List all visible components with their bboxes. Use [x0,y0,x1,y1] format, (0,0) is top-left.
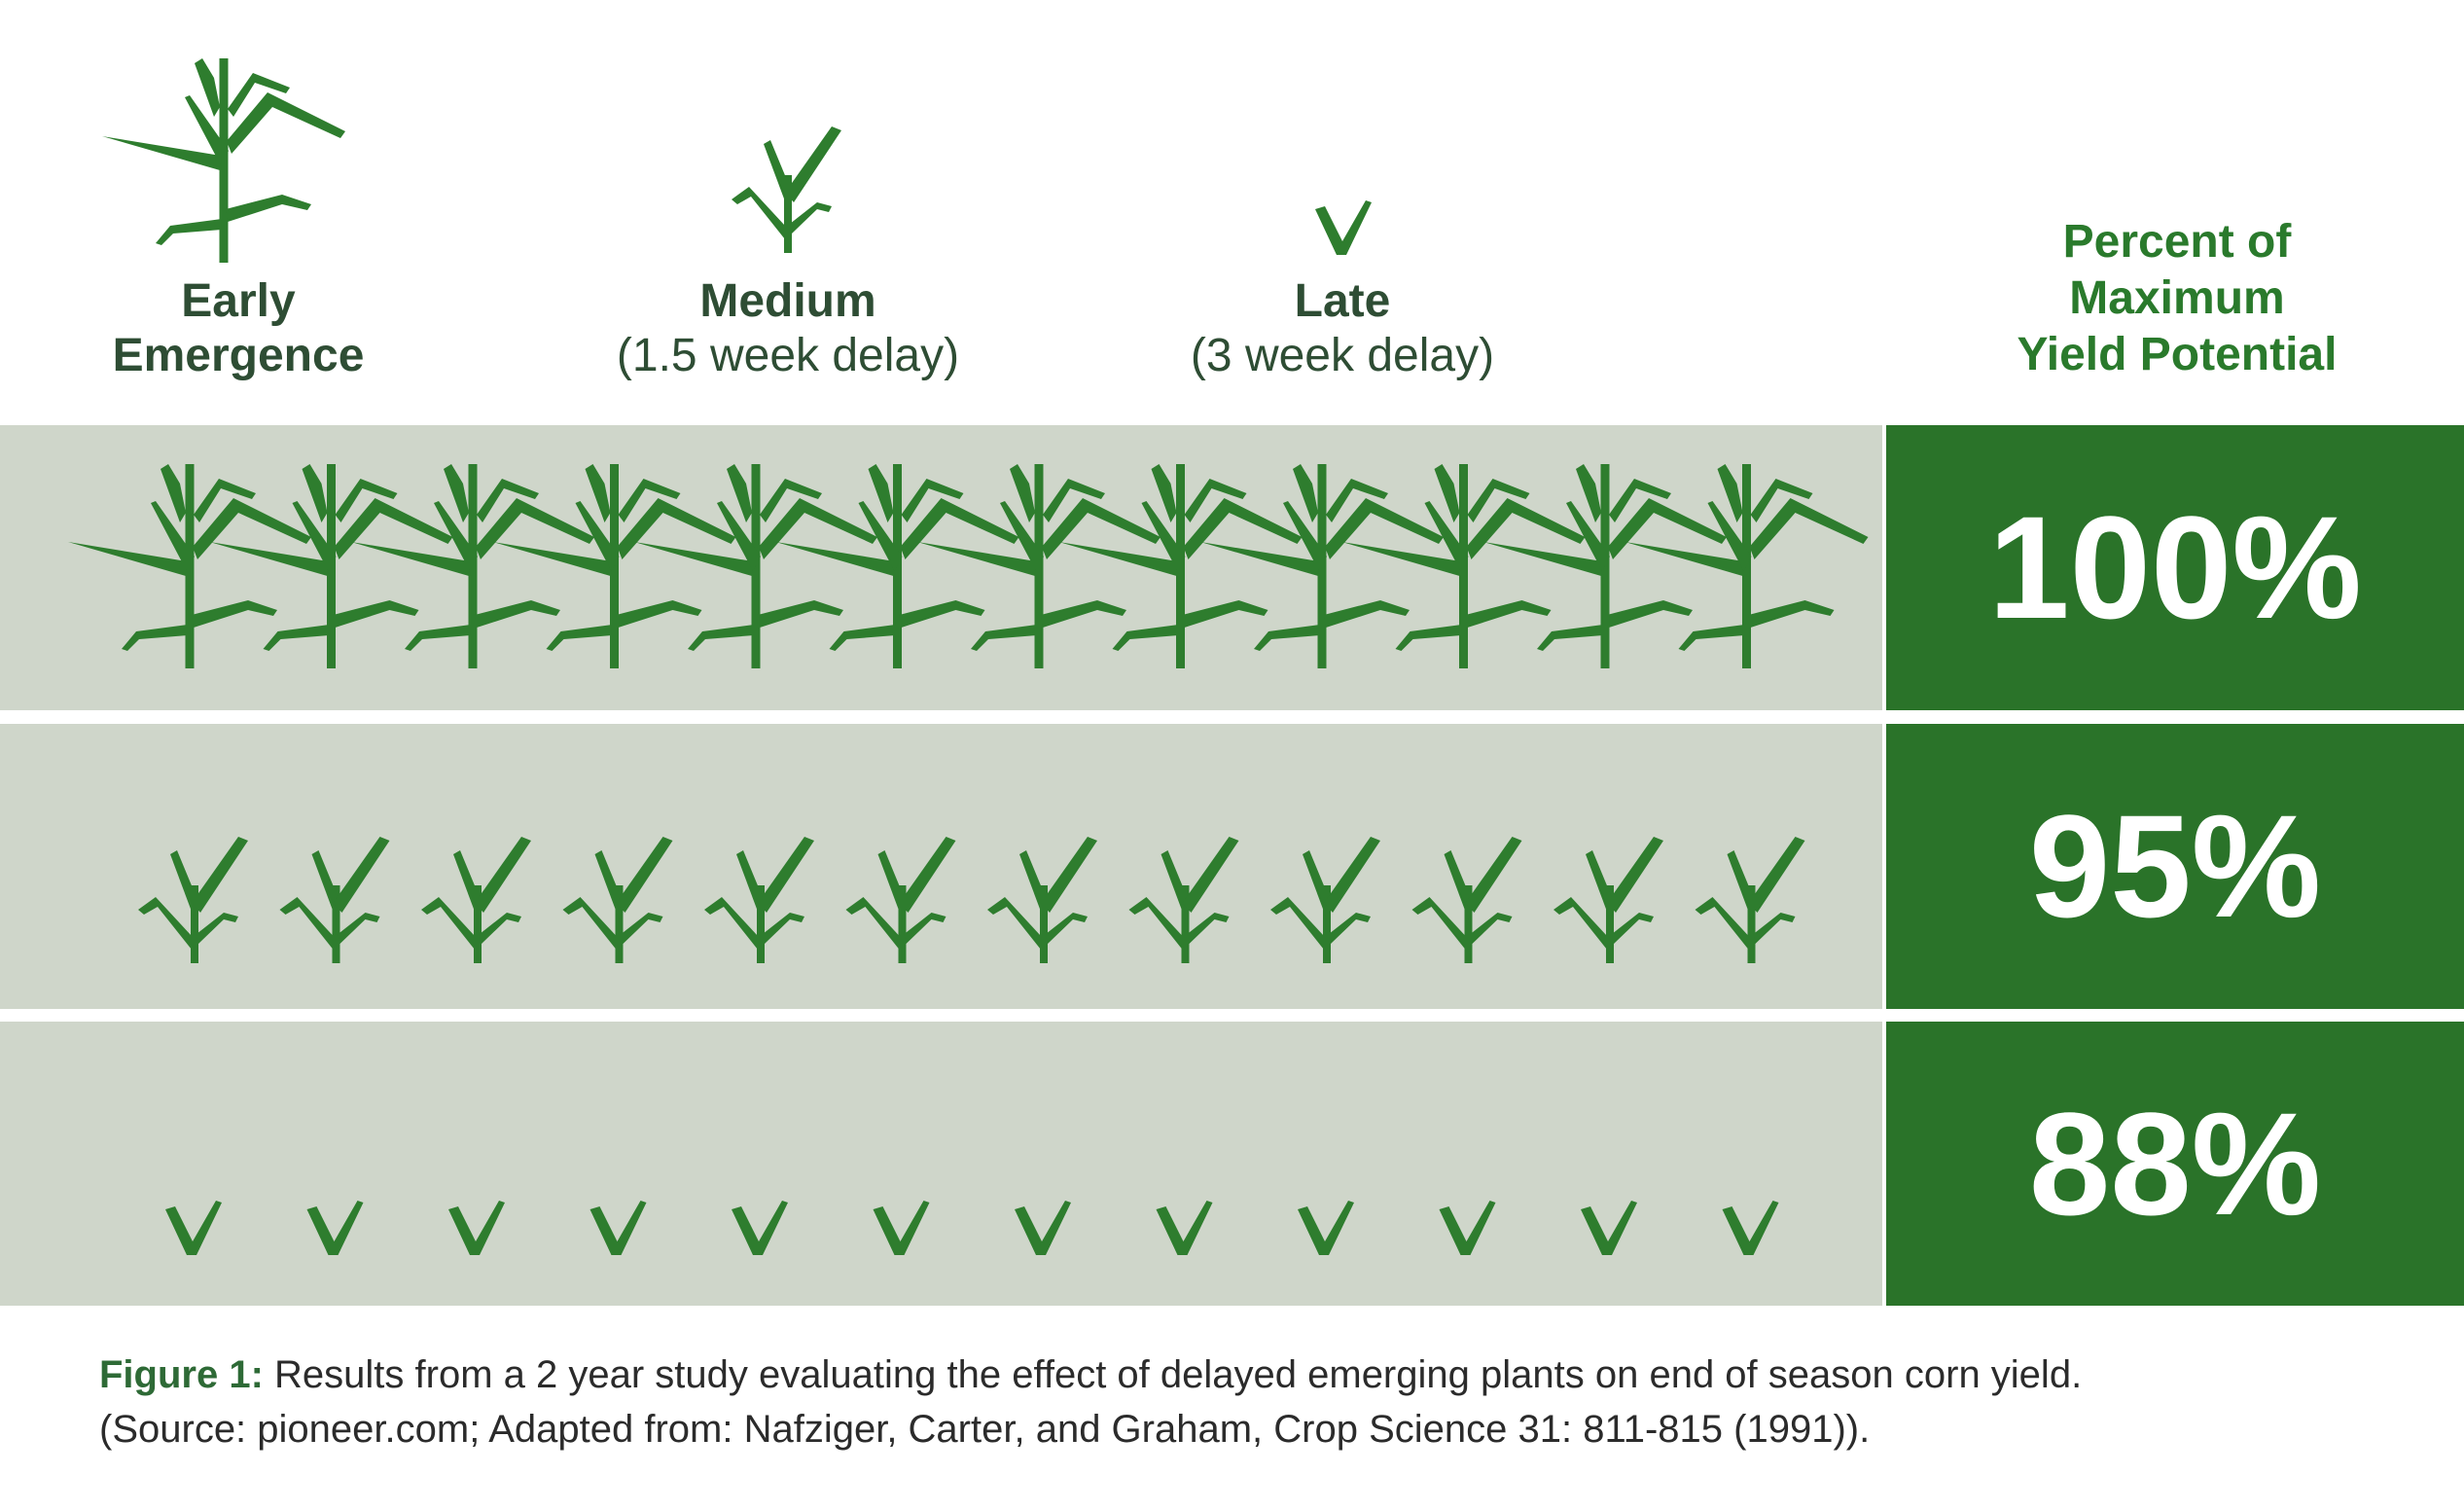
column-header-late: Late (3 week delay) [1099,274,1586,383]
corn-plant-medium-icon [563,837,673,963]
column-subtitle-medium: (1.5 week delay) [616,330,960,381]
corn-plant-late-icon [1581,1201,1637,1255]
corn-plant-late-icon [873,1201,930,1255]
value-early: 100% [1988,485,2362,649]
corn-plant-medium-icon [704,837,814,963]
corn-plant-medium-icon [280,837,390,963]
value-header-line-3: Yield Potential [2017,329,2338,380]
caption-line-2: (Source: pioneer.com; Adapted from: Nafz… [99,1408,1871,1451]
caption-label: Figure 1: [99,1353,264,1396]
corn-plant-medium-icon [138,837,248,963]
corn-plant-medium-icon [1129,837,1239,963]
corn-plant-late-icon [165,1201,222,1255]
corn-plant-medium-icon [1553,837,1663,963]
corn-plant-medium-icon [421,837,531,963]
corn-plant-late-icon [589,1201,647,1255]
value-late: 88% [2028,1081,2322,1245]
corn-plant-medium-icon [846,837,956,963]
corn-plant-medium-icon [987,837,1097,963]
column-title-late: Late [1294,275,1391,327]
corn-plant-medium-icon [720,112,856,258]
corn-plant-late-icon [1439,1201,1496,1255]
column-header-early: Early Emergence [78,274,399,383]
value-medium: 95% [2028,784,2322,948]
corn-plant-late-icon [1015,1201,1071,1255]
value-column-header: Percent of Maximum Yield Potential [1885,214,2464,383]
corn-plant-late-icon [1298,1201,1354,1255]
plant-row-early [0,425,1882,710]
row-early [0,425,1882,710]
corn-plant-early-icon [97,49,350,263]
column-header-medium: Medium (1.5 week delay) [545,274,1031,383]
corn-plant-late-icon [1156,1201,1213,1255]
value-cell-medium: 95% [1886,724,2464,1009]
column-title-early: Early [181,275,296,327]
figure-caption: Figure 1: Results from a 2 year study ev… [99,1348,2434,1456]
plant-row-medium [0,724,1882,1009]
corn-plant-late-icon [1315,200,1372,255]
value-header-line-2: Maximum [2069,272,2285,324]
caption-line-1: Results from a 2 year study evaluating t… [274,1353,2083,1396]
column-subtitle-late: (3 week delay) [1190,330,1495,381]
corn-plant-medium-icon [1696,837,1805,963]
column-title-medium: Medium [699,275,876,327]
corn-plant-medium-icon [1412,837,1522,963]
row-medium [0,724,1882,1009]
value-header-line-1: Percent of [2062,216,2292,268]
value-cell-late: 88% [1886,1022,2464,1306]
corn-plant-medium-icon [1270,837,1380,963]
corn-plant-late-icon [1722,1201,1779,1255]
corn-plant-late-icon [306,1201,364,1255]
value-cell-early: 100% [1886,425,2464,710]
corn-plant-late-icon [448,1201,505,1255]
corn-plant-late-icon [732,1201,788,1255]
row-late [0,1022,1882,1306]
plant-row-late [165,1201,1779,1255]
column-subtitle-early: Emergence [112,330,365,381]
